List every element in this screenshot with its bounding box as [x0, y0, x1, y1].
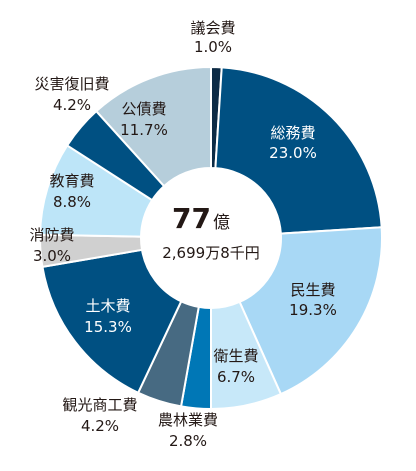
slice-value-4: 6.7% — [217, 368, 255, 386]
slice-value-6: 4.2% — [81, 417, 119, 435]
slice-value-5: 2.8% — [169, 432, 207, 450]
center-total-value: 77 — [172, 202, 211, 235]
slice-value-11: 11.7% — [120, 121, 168, 139]
slice-label-2: 総務費 — [270, 124, 315, 142]
slice-value-3: 19.3% — [289, 301, 337, 319]
donut-slices — [39, 65, 383, 411]
slice-label-10: 災害復旧費 — [34, 75, 109, 93]
slice-label-3: 民生費 — [290, 281, 335, 299]
slice-value-10: 4.2% — [53, 96, 91, 114]
donut-hole — [141, 168, 281, 308]
slice-label-9: 教育費 — [49, 172, 94, 190]
slice-label-1: 議会費 — [190, 19, 235, 37]
slice-label-4: 衛生費 — [213, 347, 258, 365]
center-total: 77 億 2,699万8千円 — [162, 202, 260, 262]
slice-value-1: 1.0% — [194, 38, 232, 56]
center-total-unit: 億 — [213, 213, 230, 233]
slice-label-7: 土木費 — [85, 297, 130, 315]
slice-label-11: 公債費 — [121, 100, 166, 118]
center-total-sub: 2,699万8千円 — [162, 244, 260, 262]
slice-value-7: 15.3% — [84, 318, 132, 336]
slice-label-8: 消防費 — [29, 226, 74, 244]
slice-value-2: 23.0% — [269, 144, 317, 162]
slice-value-8: 3.0% — [33, 247, 71, 265]
slice-label-5: 農林業費 — [158, 411, 218, 429]
slice-value-9: 8.8% — [53, 193, 91, 211]
slice-label-6: 観光商工費 — [62, 396, 137, 414]
